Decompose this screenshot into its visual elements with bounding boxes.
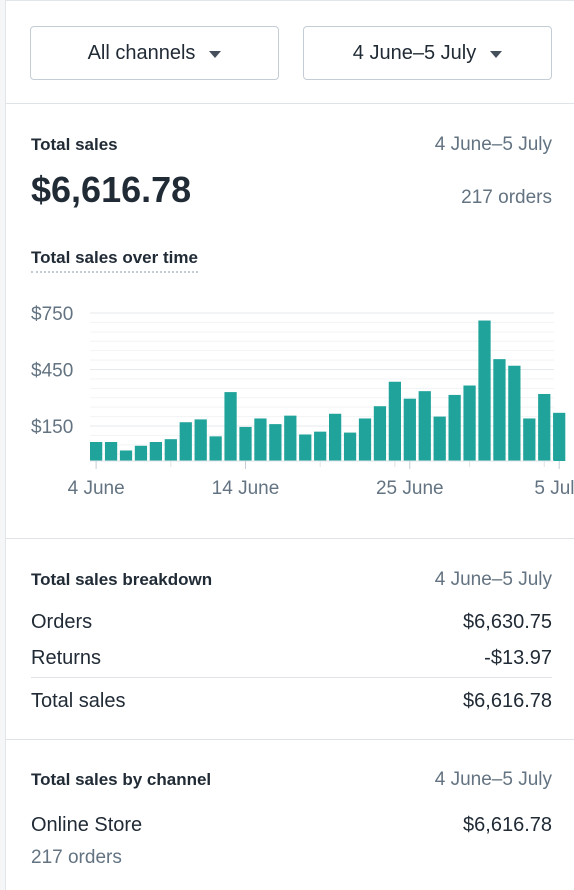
sales-bar-chart: $150 $450 $750 4 June 14 June 25 June 5 July [31,304,574,499]
bar-17-jun[interactable] [284,415,297,461]
bar-6-jun[interactable] [119,450,133,461]
x-tick-label: 14 June [212,478,280,499]
bar-27-jun[interactable] [433,416,446,461]
by-channel-date-range: 4 June–5 July [434,769,552,790]
bar-25-jun[interactable] [403,398,416,461]
bar-15-jun[interactable] [254,418,267,461]
bar-18-jun[interactable] [299,434,312,461]
bar-4-jun[interactable] [90,442,103,461]
orders-label: Orders [31,611,93,633]
channel-name[interactable]: Online Store [31,814,143,836]
y-tick-label: $750 [31,304,73,325]
chart-bars [90,320,566,461]
x-tick-label: 4 June [68,478,125,499]
bar-26-jun[interactable] [418,391,431,461]
bar-29-jun[interactable] [463,385,476,461]
sales-by-channel-card: Total sales by channel 4 June–5 July Onl… [6,741,574,890]
x-tick-label: 25 June [376,478,444,499]
bar-28-jun[interactable] [448,394,461,461]
bar-24-jun[interactable] [388,381,401,461]
bar-23-jun[interactable] [373,406,387,461]
returns-value: -$13.97 [484,647,552,669]
bar-5-jun[interactable] [104,442,118,461]
bar-12-jun[interactable] [209,436,222,461]
bar-20-jun[interactable] [329,413,342,461]
chart-gridlines [90,312,554,455]
total-sales-date-range: 4 June–5 July [434,134,552,155]
breakdown-total-label: Total sales [31,690,126,712]
bar-19-jun[interactable] [314,431,327,461]
caret-down-icon [490,50,503,58]
channel-value: $6,616.78 [463,814,552,836]
breakdown-heading: Total sales breakdown [31,570,213,589]
date-range-label: 4 June–5 July [352,41,477,64]
y-tick-label: $450 [31,361,73,382]
breakdown-date-range: 4 June–5 July [434,569,552,590]
bar-5-jul[interactable] [553,412,566,461]
orders-value: $6,630.75 [463,611,552,633]
total-sales-orders: 217 orders [461,187,552,208]
left-edge [0,0,6,890]
bar-22-jun[interactable] [358,418,372,461]
bar-16-jun[interactable] [269,424,282,461]
bar-1-jul[interactable] [493,359,506,461]
y-tick-label: $150 [31,417,73,438]
breakdown-total-value: $6,616.78 [463,690,552,712]
chart-title[interactable]: Total sales over time [31,248,198,273]
by-channel-heading: Total sales by channel [31,770,212,789]
filter-bar: All channels 4 June–5 July [6,1,574,104]
bar-7-jun[interactable] [134,445,148,461]
bar-13-jun[interactable] [224,392,237,461]
channel-filter-label: All channels [87,41,196,64]
bar-30-jun[interactable] [478,320,491,461]
date-range-select[interactable]: 4 June–5 July [303,26,552,80]
bar-14-jun[interactable] [239,426,252,461]
x-tick-label: 5 July [534,478,574,499]
sales-breakdown-card: Total sales breakdown 4 June–5 July Orde… [6,540,574,740]
bar-9-jun[interactable] [164,439,177,461]
bar-4-jul[interactable] [538,393,551,461]
bar-11-jun[interactable] [194,419,207,461]
bar-8-jun[interactable] [149,442,162,461]
returns-label: Returns [31,647,102,669]
bar-10-jun[interactable] [179,422,192,461]
channel-orders: 217 orders [31,847,122,868]
channel-filter-select[interactable]: All channels [30,26,279,80]
total-sales-card: Total sales 4 June–5 July $6,616.78 217 … [6,105,574,539]
bar-3-jul[interactable] [523,418,536,461]
total-sales-amount: $6,616.78 [31,169,192,210]
caret-down-icon [209,50,222,58]
bar-2-jul[interactable] [508,365,521,461]
bar-21-jun[interactable] [343,432,357,461]
breakdown-divider [31,677,552,678]
total-sales-heading: Total sales [31,135,118,154]
top-divider [6,0,574,1]
